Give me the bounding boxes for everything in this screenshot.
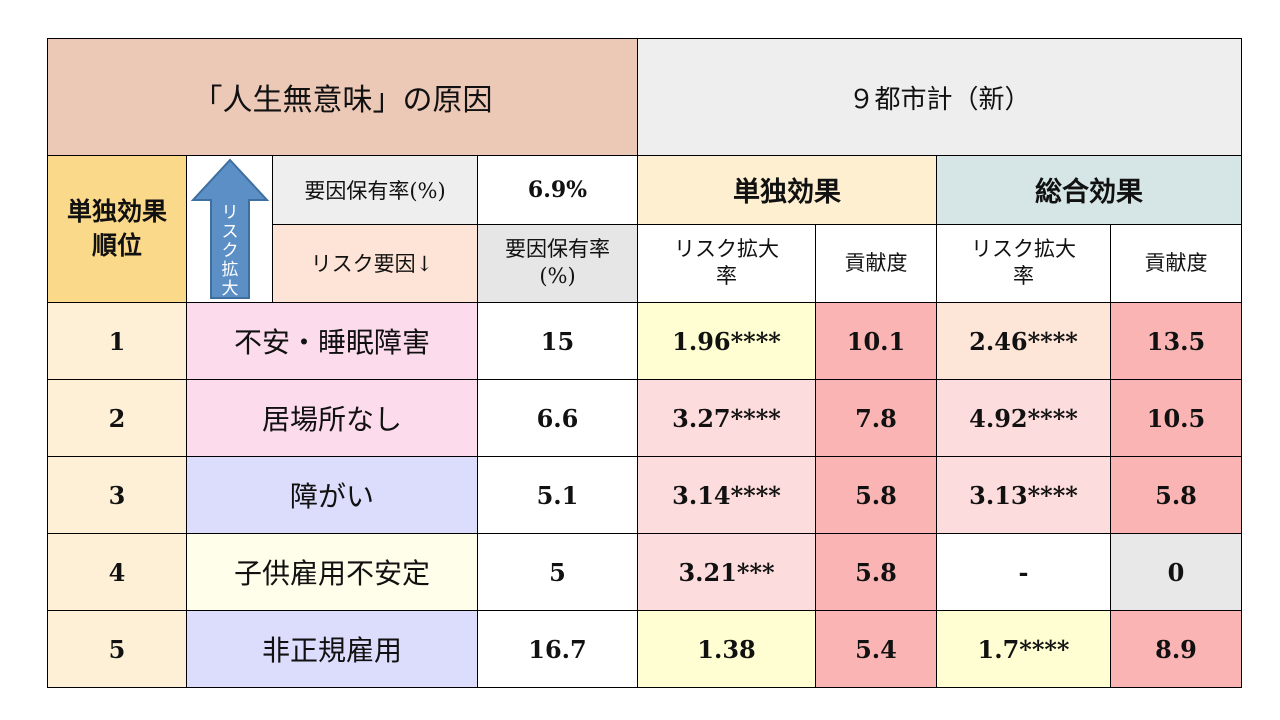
total-contribution-cell: 0 [1109,533,1243,611]
prevalence-cell: 15 [477,302,638,380]
total-contribution-cell: 10.5 [1109,379,1243,457]
factor-cell: 不安・睡眠障害 [186,302,478,380]
rank-cell: 4 [47,533,187,611]
factor-cell: 非正規雇用 [186,610,478,688]
total-ratio-cell: 4.92**** [936,379,1111,457]
prevalence-cell: 5.1 [477,456,638,534]
total-ratio-cell: 3.13**** [936,456,1111,534]
prevalence-value: 6.9% [477,155,638,225]
total-contribution-label: 貢献度 [1109,223,1243,304]
single-contribution-cell: 5.4 [815,610,937,688]
total-contribution-cell: 13.5 [1109,302,1243,380]
single-contribution-cell: 5.8 [815,533,937,611]
single-ratio-cell: 1.38 [637,610,816,688]
table-row: 4 子供雇用不安定 5 3.21*** 5.8 - 0 [47,533,1243,611]
prevalence-cell: 16.7 [477,610,638,688]
table-title-right: ９都市計（新） [636,38,1243,156]
table-title-left: 「人生無意味」の原因 [47,38,638,156]
single-ratio-cell: 3.21*** [637,533,816,611]
rank-cell: 1 [47,302,187,380]
single-contribution-cell: 7.8 [815,379,937,457]
prevalence-label: 要因保有率(%) [272,155,478,225]
single-risk-ratio-label: リスク拡大率 [637,223,816,304]
table-row: 1 不安・睡眠障害 15 1.96**** 10.1 2.46**** 13.5 [47,302,1243,380]
risk-arrow-cell: リスク拡大 [186,155,273,303]
prevalence-cell: 6.6 [477,379,638,457]
factor-cell: 子供雇用不安定 [186,533,478,611]
prevalence-cell: 5 [477,533,638,611]
single-contribution-cell: 10.1 [815,302,937,380]
risk-factor-label: リスク要因↓ [272,223,478,304]
factor-cell: 居場所なし [186,379,478,457]
total-contribution-cell: 5.8 [1109,456,1243,534]
table-row: 5 非正規雇用 16.7 1.38 5.4 1.7**** 8.9 [47,610,1243,688]
single-contribution-cell: 5.8 [815,456,937,534]
table-row: 2 居場所なし 6.6 3.27**** 7.8 4.92**** 10.5 [47,379,1243,457]
total-effect-header: 総合効果 [935,155,1243,225]
total-ratio-cell: 2.46**** [936,302,1111,380]
total-contribution-cell: 8.9 [1109,610,1243,688]
risk-factor-table: 「人生無意味」の原因 ９都市計（新） 単独効果 順位 リスク拡大 要因保有率(%)… [47,38,1243,688]
total-ratio-cell: - [936,533,1111,611]
rank-header-label: 単独効果 順位 [66,197,167,260]
total-ratio-cell: 1.7**** [936,610,1111,688]
rank-cell: 3 [47,456,187,534]
single-ratio-cell: 3.27**** [637,379,816,457]
up-arrow-icon: リスク拡大 [190,158,270,299]
arrow-label: リスク拡大 [222,203,239,299]
single-ratio-cell: 1.96**** [637,302,816,380]
rank-cell: 2 [47,379,187,457]
sub-prevalence-label: 要因保有率 (%) [477,223,638,304]
rank-cell: 5 [47,610,187,688]
single-effect-header: 単独効果 [637,155,937,225]
single-contribution-label: 貢献度 [815,223,937,304]
factor-cell: 障がい [186,456,478,534]
table-row: 3 障がい 5.1 3.14**** 5.8 3.13**** 5.8 [47,456,1243,534]
rank-header: 単独効果 順位 [47,155,187,303]
total-risk-ratio-label: リスク拡大率 [936,223,1111,304]
single-ratio-cell: 3.14**** [637,456,816,534]
